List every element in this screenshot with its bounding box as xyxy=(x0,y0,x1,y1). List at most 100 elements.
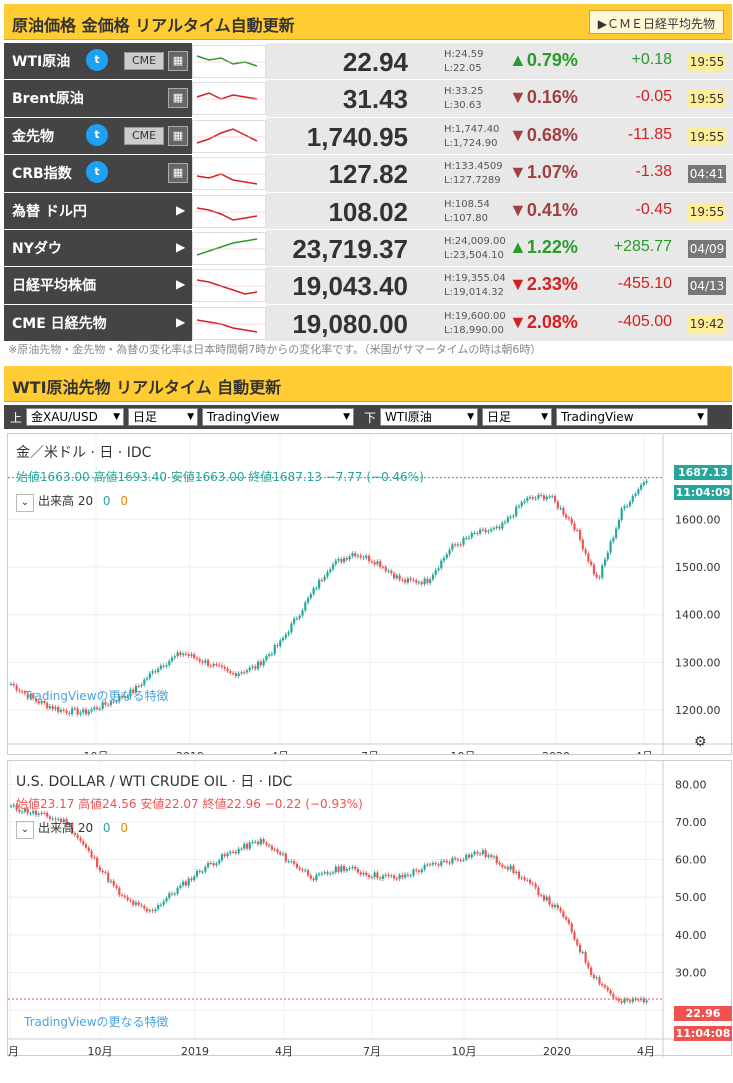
mini-chart[interactable] xyxy=(192,45,267,78)
candle xyxy=(434,863,437,865)
price-row[interactable]: 日経平均株価 ▶ 19,043.40 H:19,355.04 L:19,014.32 ▼2… xyxy=(4,267,733,305)
candle xyxy=(201,661,204,663)
gold-volume: ⌄ 出来高 20 0 0 xyxy=(16,492,128,512)
candle xyxy=(93,707,96,710)
candle xyxy=(73,708,77,710)
mini-chart[interactable] xyxy=(192,194,267,228)
chart-icon[interactable]: ▦ xyxy=(168,51,188,71)
row-name-cell[interactable]: CME 日経先物 ▶ xyxy=(4,304,192,342)
candle xyxy=(420,582,423,585)
mini-chart[interactable] xyxy=(192,231,267,265)
candle xyxy=(276,849,279,853)
chevron-down-icon[interactable]: ⌄ xyxy=(16,821,34,839)
row-low: L:1,724.90 xyxy=(444,137,498,149)
cme-nikkei-button[interactable]: ▶ＣＭＥ日経平均先物 xyxy=(588,10,724,34)
tradingview-link-1[interactable]: TradingViewの更なる特徴 xyxy=(24,689,169,703)
price-row[interactable]: 金先物 t CME ▦ 1,740.95 H:1,747.40 L:1,724.90 ▼0.6… xyxy=(4,117,733,156)
candle xyxy=(415,580,418,583)
candle xyxy=(337,866,340,872)
wti-chart-svg[interactable]: 80.0070.0060.0050.0040.0030.0020.007月10月… xyxy=(8,761,733,1057)
candle xyxy=(295,618,299,620)
candle xyxy=(631,495,634,502)
candle xyxy=(265,842,268,845)
chart-selector-bar: 上 金XAU/USD 日足 TradingView 下 WTI原油 日足 Tra… xyxy=(4,405,732,429)
mini-chart[interactable] xyxy=(192,157,267,191)
row-name-cell[interactable]: Brent原油 ▦ xyxy=(4,80,192,117)
candle xyxy=(259,839,262,845)
mini-chart[interactable] xyxy=(192,269,267,303)
row-name-cell[interactable]: 金先物 t CME ▦ xyxy=(4,117,192,155)
chevron-right-icon[interactable]: ▶ xyxy=(176,239,186,254)
candle xyxy=(281,637,285,641)
row-name-cell[interactable]: 為替 ドル円 ▶ xyxy=(4,192,192,229)
row-name-cell[interactable]: 日経平均株価 ▶ xyxy=(4,267,192,304)
price-row[interactable]: Brent原油 ▦ 31.43 H:33.25 L:30.63 ▼0.16% -0.05 19… xyxy=(4,80,733,118)
candle xyxy=(21,691,24,693)
row-low: L:22.05 xyxy=(444,63,482,74)
chart-icon[interactable]: ▦ xyxy=(168,88,188,109)
candle xyxy=(462,537,465,545)
candle xyxy=(229,851,232,854)
candle xyxy=(57,819,60,821)
chart-icon[interactable]: ▦ xyxy=(168,163,188,184)
price-row[interactable]: WTI原油 t CME ▦ 22.94 H:24.59 L:22.05 ▲0.79% +0.18… xyxy=(4,43,733,81)
candle xyxy=(492,528,496,530)
candle xyxy=(623,998,626,1003)
candle xyxy=(21,811,24,813)
settings-gear-icon-1[interactable]: ⚙ xyxy=(694,734,707,750)
candle xyxy=(437,864,440,866)
chevron-right-icon[interactable]: ▶ xyxy=(176,202,186,217)
top-symbol-select[interactable]: 金XAU/USD xyxy=(26,408,124,426)
price-row[interactable]: CRB指数 t ▦ 127.82 H:133.4509 L:127.7289 ▼1.07% -… xyxy=(4,155,733,193)
candle xyxy=(601,565,604,578)
candle xyxy=(356,869,360,873)
candle xyxy=(240,848,243,850)
row-name-cell[interactable]: CRB指数 t ▦ xyxy=(4,155,192,192)
chevron-right-icon[interactable]: ▶ xyxy=(176,314,186,329)
chevron-down-icon[interactable]: ⌄ xyxy=(16,494,34,512)
wti-chart-pane[interactable]: 80.0070.0060.0050.0040.0030.0020.007月10月… xyxy=(7,760,733,1057)
candle xyxy=(562,911,565,918)
candle xyxy=(220,665,224,668)
candle xyxy=(157,904,160,910)
row-name-cell[interactable]: NYダウ ▶ xyxy=(4,229,192,267)
twitter-icon[interactable]: t xyxy=(86,49,108,71)
row-high-low: H:108.54 L:107.80 xyxy=(444,198,490,226)
y-tick-label: 70.00 xyxy=(675,816,707,829)
top-period-select[interactable]: 日足 xyxy=(128,408,198,426)
candle xyxy=(334,866,337,873)
candle xyxy=(170,657,174,662)
candle xyxy=(373,562,376,565)
bottom-source-select[interactable]: TradingView xyxy=(556,408,708,426)
gold-price-tag: 1687.13 xyxy=(674,465,732,480)
price-row[interactable]: 為替 ドル円 ▶ 108.02 H:108.54 L:107.80 ▼0.41% -0.45… xyxy=(4,192,733,230)
candle xyxy=(454,544,457,546)
price-row[interactable]: NYダウ ▶ 23,719.37 H:24,009.00 L:23,504.10 ▲1.2… xyxy=(4,229,733,268)
cme-badge[interactable]: CME xyxy=(124,126,164,145)
candle xyxy=(265,655,268,661)
row-time: 19:42 xyxy=(688,314,726,333)
gold-chart-svg[interactable]: 1600.00 1500.00 1400.00 1300.00 1200.00 10月 20… xyxy=(8,434,733,754)
mini-chart[interactable] xyxy=(192,306,267,340)
bottom-period-select[interactable]: 日足 xyxy=(482,408,552,426)
gold-chart-pane[interactable]: 1600.00 1500.00 1400.00 1300.00 1200.00 10月 20… xyxy=(7,433,733,755)
top-source-select[interactable]: TradingView xyxy=(202,408,354,426)
candle xyxy=(362,557,365,559)
mini-chart[interactable] xyxy=(192,119,267,153)
twitter-icon[interactable]: t xyxy=(86,161,108,184)
tradingview-link-2[interactable]: TradingViewの更なる特徴 xyxy=(24,1015,169,1029)
mini-chart[interactable] xyxy=(192,82,267,116)
twitter-icon[interactable]: t xyxy=(86,123,108,146)
x-tick-label: 7月 xyxy=(8,1045,19,1057)
row-name-cell[interactable]: WTI原油 t CME ▦ xyxy=(4,43,192,80)
chart-icon[interactable]: ▦ xyxy=(168,125,188,146)
candle xyxy=(10,805,13,807)
candle xyxy=(87,711,90,714)
bottom-symbol-select[interactable]: WTI原油 xyxy=(380,408,478,426)
price-row[interactable]: CME 日経先物 ▶ 19,080.00 H:19,600.00 L:18,990.00… xyxy=(4,304,733,343)
cme-badge[interactable]: CME xyxy=(124,52,164,70)
candle xyxy=(306,598,310,603)
chevron-right-icon[interactable]: ▶ xyxy=(176,277,186,292)
candle xyxy=(159,904,163,906)
candle xyxy=(46,703,49,708)
